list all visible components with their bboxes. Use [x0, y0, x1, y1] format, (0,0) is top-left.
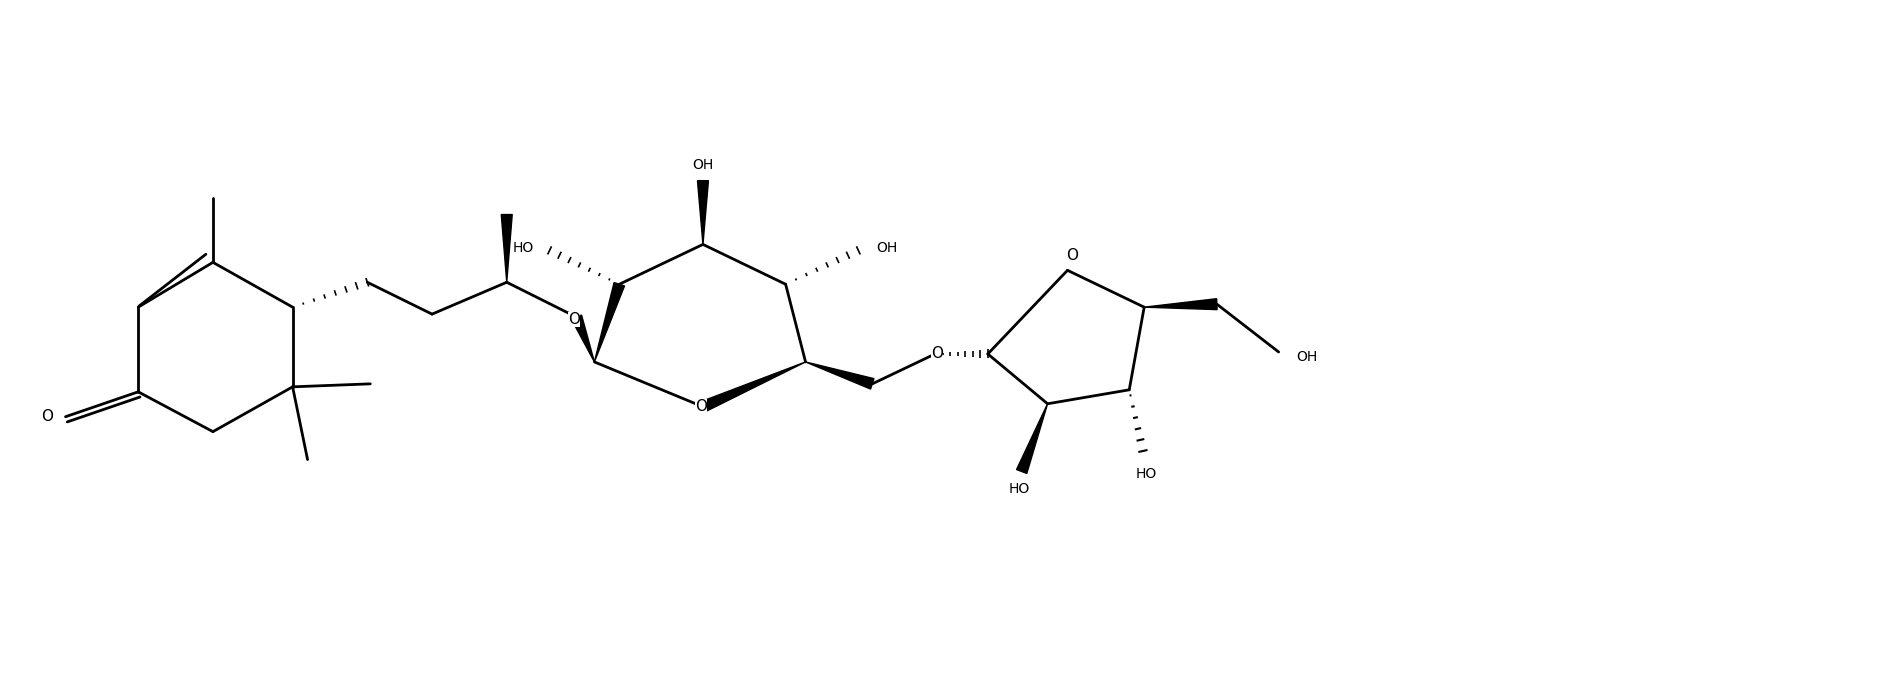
Text: OH: OH [693, 158, 713, 172]
Text: HO: HO [512, 242, 534, 255]
Text: O: O [568, 311, 580, 327]
Text: O: O [932, 347, 943, 361]
Polygon shape [501, 215, 512, 282]
Text: O: O [694, 399, 708, 415]
Polygon shape [595, 282, 625, 362]
Text: HO: HO [1135, 468, 1157, 482]
Text: O: O [41, 409, 53, 424]
Polygon shape [1016, 403, 1048, 473]
Polygon shape [572, 315, 595, 362]
Text: OH: OH [1297, 350, 1317, 364]
Text: OH: OH [877, 242, 898, 255]
Text: HO: HO [1009, 482, 1029, 496]
Polygon shape [700, 362, 805, 412]
Polygon shape [1144, 299, 1218, 309]
Polygon shape [805, 362, 873, 389]
Polygon shape [698, 181, 708, 244]
Text: O: O [1067, 248, 1078, 263]
